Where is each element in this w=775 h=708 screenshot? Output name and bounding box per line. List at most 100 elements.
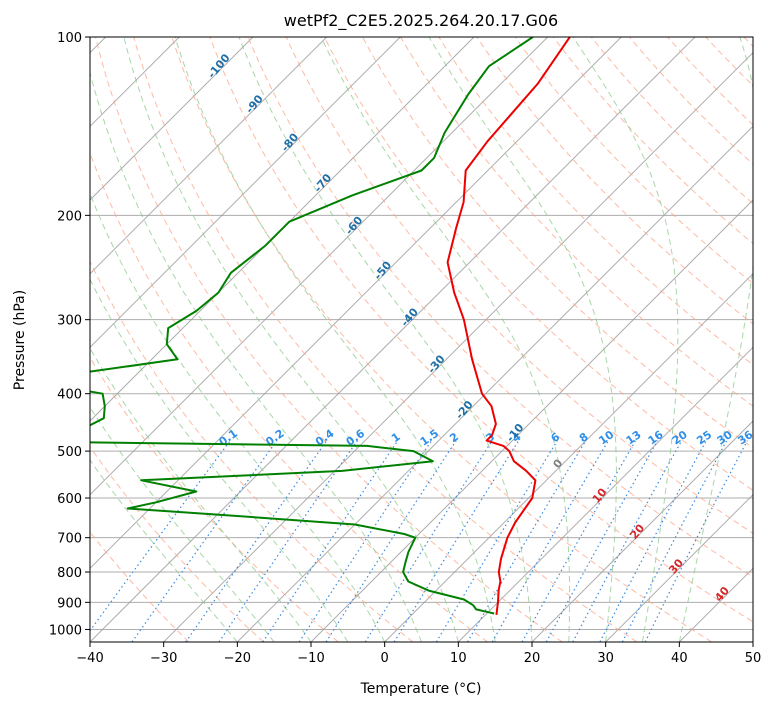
y-tick-label: 600	[57, 492, 82, 507]
isotherm-line	[752, 641, 753, 642]
dry-adiabat-line	[514, 37, 753, 285]
dry-adiabat-line	[285, 37, 753, 534]
mixing-ratio-line	[644, 440, 748, 642]
adiabat-label: -10	[504, 421, 527, 445]
dry-adiabat-line	[552, 37, 753, 245]
dry-adiabat-line	[705, 37, 753, 87]
isotherm-line	[678, 567, 753, 642]
x-axis-label: Temperature (°C)	[360, 681, 482, 697]
moist-adiabat-line	[90, 70, 422, 642]
mixing-ratio-line	[393, 440, 520, 642]
mixing-ratio-line	[621, 440, 728, 642]
x-tick-label: 20	[524, 651, 541, 666]
dry-adiabat-line	[438, 37, 753, 366]
isotherm-line	[531, 420, 753, 642]
y-tick-label: 400	[57, 388, 82, 403]
y-tick-label: 700	[57, 532, 82, 547]
series-layer	[90, 37, 571, 615]
adiabat-label: 10	[590, 485, 610, 505]
moist-adiabat-line	[320, 37, 571, 642]
dry-adiabat-line	[590, 37, 753, 205]
moist-adiabat-line	[90, 278, 349, 642]
adiabat-label: -30	[425, 352, 448, 376]
temperature-profile-line	[446, 37, 571, 615]
y-tick-label: 200	[57, 209, 82, 224]
x-tick-label: 30	[597, 651, 614, 666]
dry-adiabat-line	[743, 37, 753, 48]
mixing-ratio-line	[364, 440, 493, 642]
adiabat-label: -50	[372, 258, 395, 282]
y-tick-label: 300	[57, 314, 82, 329]
adiabat-label: -80	[279, 130, 302, 154]
dry-adiabat-line	[90, 151, 488, 642]
x-tick-label: 50	[745, 651, 762, 666]
y-tick-label: 1000	[49, 623, 82, 638]
dry-adiabat-line	[209, 37, 753, 623]
isotherm-line	[384, 272, 753, 642]
mixing-ratio-line	[185, 440, 328, 642]
isotherm-line	[236, 125, 753, 642]
mixing-ratio-label: 25	[694, 428, 714, 447]
mixing-ratio-label: 1.5	[418, 427, 441, 449]
plot-area: 0.1 0.2 0.4 0.6 1 1.5 2 3 4 6 8 10 13 16 20 25 30 36-100-…	[90, 37, 755, 642]
x-tick-label: 40	[671, 651, 688, 666]
moist-adiabat-line	[174, 37, 496, 642]
plot-frame	[89, 36, 754, 643]
isotherm-line	[90, 37, 475, 422]
dry-adiabat-line	[667, 37, 753, 126]
dry-adiabat-line	[90, 260, 414, 642]
x-tick-label: −20	[224, 651, 251, 666]
mixing-ratio-line	[466, 440, 587, 642]
x-tick-label: −40	[76, 651, 103, 666]
adiabat-label: 30	[666, 556, 686, 576]
thermo-guides	[90, 37, 753, 642]
dry-adiabat-line	[90, 531, 190, 642]
dry-adiabat-line	[171, 37, 712, 642]
y-tick-label: 500	[57, 445, 82, 460]
mixing-ratio-line	[521, 440, 637, 642]
mixing-ratio-line	[218, 440, 358, 642]
mixing-ratio-line	[599, 440, 707, 642]
adiabat-label: 20	[627, 521, 647, 541]
isotherm-line	[90, 37, 696, 642]
moist-adiabat-line	[90, 347, 312, 642]
dry-adiabat-line	[90, 356, 339, 642]
dry-adiabat-line	[476, 37, 753, 325]
mixing-ratio-line	[435, 440, 558, 642]
mixing-ratio-label: 1	[389, 430, 403, 445]
moist-adiabat-line	[90, 406, 275, 642]
adiabat-label: -100	[205, 51, 233, 81]
dry-adiabat-line	[247, 37, 753, 578]
isotherm-line	[457, 346, 753, 642]
y-axis: 100 200 300 400 500 600 700 800 900 1000	[49, 31, 90, 638]
dewpoint-profile-line	[90, 37, 534, 615]
grid-layer	[90, 37, 753, 642]
x-tick-label: 10	[450, 651, 467, 666]
moist-adiabat-line	[678, 37, 753, 642]
adiabat-label: -20	[453, 398, 476, 422]
moist-adiabat-line	[238, 37, 533, 642]
adiabat-label: -40	[398, 305, 421, 329]
y-axis-label: Pressure (hPa)	[12, 290, 28, 390]
dry-adiabat-line	[95, 37, 563, 642]
x-tick-label: −10	[297, 651, 324, 666]
mixing-ratio-line	[545, 440, 659, 642]
moist-adiabat-line	[428, 37, 617, 642]
mixing-ratio-label: 36	[735, 428, 755, 448]
mixing-ratio-label: 13	[624, 428, 644, 447]
dry-adiabat-line	[90, 445, 264, 642]
x-tick-label: 0	[381, 651, 389, 666]
chart-title: wetPf2_C2E5.2025.264.20.17.G06	[284, 11, 558, 31]
isotherm-line	[163, 51, 753, 642]
mixing-ratio-line	[262, 440, 399, 642]
x-tick-label: −30	[150, 651, 177, 666]
mixing-ratio-line	[90, 440, 231, 632]
mixing-ratio-label: 16	[646, 428, 666, 448]
isotherm-line	[90, 37, 328, 275]
mixing-ratio-line	[491, 440, 609, 642]
moist-adiabat-line	[90, 459, 238, 642]
adiabat-label: -60	[343, 214, 366, 238]
mixing-ratio-label: 0.1	[217, 427, 240, 449]
moist-adiabat-line	[123, 37, 459, 642]
